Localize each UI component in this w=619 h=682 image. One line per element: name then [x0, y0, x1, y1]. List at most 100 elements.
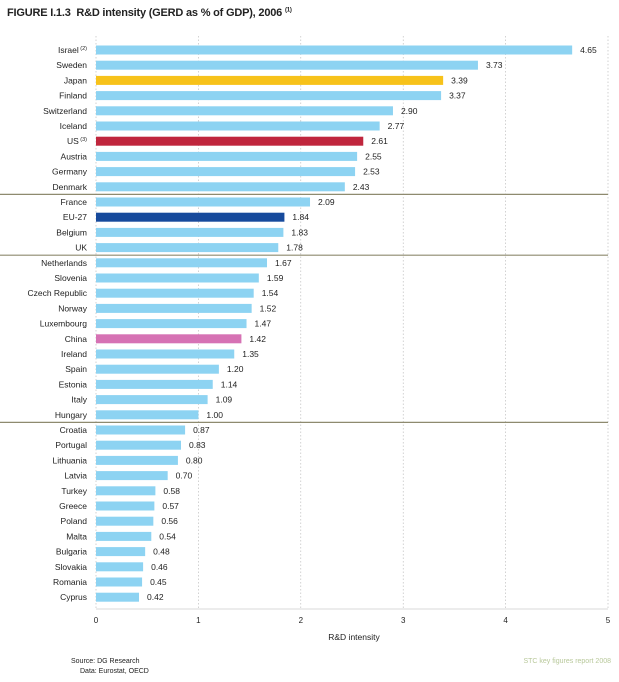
- x-tick-label-0: 0: [94, 616, 99, 625]
- bar-belgium: [96, 227, 284, 237]
- bar-croatia: [96, 425, 186, 435]
- value-label-ireland: 1.35: [242, 349, 259, 359]
- category-label-romania: Romania: [53, 577, 87, 587]
- bar-norway: [96, 303, 252, 313]
- bar-luxembourg: [96, 319, 247, 329]
- category-label-israel: Israel (2): [58, 45, 87, 55]
- value-label-netherlands: 1.67: [275, 258, 292, 268]
- footer: Source: DG Research Data: Eurostat, OECD…: [0, 656, 619, 682]
- category-label-eu-27: EU-27: [63, 212, 87, 222]
- bar-bulgaria: [96, 547, 146, 557]
- value-labels: 4.65 3.73 3.39 3.37 2.90 2.772.61 2.55 2.53 2.43…: [147, 45, 597, 602]
- category-label-france: France: [61, 197, 88, 207]
- value-label-norway: 1.52: [260, 303, 277, 313]
- bar-italy: [96, 395, 208, 405]
- data-note: Data: Eurostat, OECD: [80, 668, 149, 675]
- value-label-malta: 0.54: [159, 531, 176, 541]
- source-note: Source: DG Research: [71, 658, 140, 665]
- bar-cyprus: [96, 592, 140, 602]
- bar-greece: [96, 501, 155, 511]
- bar-denmark: [96, 182, 345, 192]
- category-label-belgium: Belgium: [56, 227, 87, 237]
- category-label-spain: Spain: [65, 364, 87, 374]
- bar-romania: [96, 577, 143, 587]
- category-label-austria: Austria: [61, 151, 88, 161]
- x-tick-label-4: 4: [503, 616, 508, 625]
- category-label-germany: Germany: [52, 167, 88, 177]
- bar-spain: [96, 364, 219, 374]
- category-label-luxembourg: Luxembourg: [40, 319, 88, 329]
- bar-slovakia: [96, 562, 144, 572]
- value-label-italy: 1.09: [216, 395, 233, 405]
- category-label-japan: Japan: [64, 75, 87, 85]
- bar-iceland: [96, 121, 380, 131]
- category-label-czech-republic: Czech Republic: [27, 288, 87, 298]
- bar-uk: [96, 243, 279, 253]
- value-label-spain: 1.20: [227, 364, 244, 374]
- category-label-estonia: Estonia: [59, 379, 88, 389]
- category-label-poland: Poland: [61, 516, 88, 526]
- category-label-netherlands: Netherlands: [41, 258, 87, 268]
- value-label-latvia: 0.70: [176, 471, 193, 481]
- value-label-poland: 0.56: [161, 516, 178, 526]
- value-label-germany: 2.53: [363, 167, 380, 177]
- bar-eu-27: [96, 212, 285, 222]
- figure-number: FIGURE I.1.3: [7, 7, 71, 19]
- value-label-belgium: 1.83: [291, 227, 308, 237]
- category-label-sweden: Sweden: [56, 60, 87, 70]
- value-label-iceland: 2.77: [388, 121, 405, 131]
- value-label-uk: 1.78: [286, 243, 303, 253]
- bar-austria: [96, 151, 358, 161]
- figure-title-note: (1): [284, 7, 292, 14]
- bar-estonia: [96, 379, 213, 389]
- category-label-cyprus: Cyprus: [60, 592, 87, 602]
- report-credit: STC key figures report 2008: [523, 658, 611, 665]
- bars: [96, 45, 573, 602]
- bar-switzerland: [96, 106, 393, 116]
- value-label-china: 1.42: [249, 334, 266, 344]
- bar-hungary: [96, 410, 199, 420]
- bar-latvia: [96, 471, 168, 481]
- bar-ireland: [96, 349, 235, 359]
- bar-portugal: [96, 440, 181, 450]
- bar-slovenia: [96, 273, 259, 283]
- category-label-uk: UK: [75, 243, 87, 253]
- value-label-slovenia: 1.59: [267, 273, 284, 283]
- category-label-us: US (3): [67, 136, 87, 146]
- value-label-eu-27: 1.84: [292, 212, 309, 222]
- category-label-hungary: Hungary: [55, 410, 88, 420]
- category-label-turkey: Turkey: [61, 486, 87, 496]
- x-tick-label-2: 2: [299, 616, 304, 625]
- category-label-denmark: Denmark: [53, 182, 88, 192]
- value-label-lithuania: 0.80: [186, 455, 203, 465]
- gridlines: [95, 36, 609, 609]
- bar-finland: [96, 91, 442, 101]
- value-label-cyprus: 0.42: [147, 592, 164, 602]
- x-axis-ticks: 0 1 2 3 4 5: [94, 608, 611, 625]
- value-label-slovakia: 0.46: [151, 562, 168, 572]
- value-label-france: 2.09: [318, 197, 335, 207]
- bar-china: [96, 334, 242, 344]
- bar-czech-republic: [96, 288, 254, 298]
- value-label-turkey: 0.58: [163, 486, 180, 496]
- category-label-slovakia: Slovakia: [55, 562, 87, 572]
- category-label-greece: Greece: [59, 501, 87, 511]
- x-tick-label-1: 1: [196, 616, 201, 625]
- bar-israel: [96, 45, 573, 55]
- value-label-luxembourg: 1.47: [255, 319, 272, 329]
- category-label-ireland: Ireland: [61, 349, 87, 359]
- category-label-lithuania: Lithuania: [52, 455, 87, 465]
- value-label-switzerland: 2.90: [401, 106, 418, 116]
- value-label-romania: 0.45: [150, 577, 167, 587]
- value-label-finland: 3.37: [449, 91, 466, 101]
- value-label-greece: 0.57: [162, 501, 179, 511]
- category-label-norway: Norway: [58, 303, 88, 313]
- value-label-portugal: 0.83: [189, 440, 206, 450]
- bar-netherlands: [96, 258, 268, 268]
- bar-france: [96, 197, 311, 207]
- bar-chart: Israel (2) Sweden Japan Finland Switzerland Ic…: [0, 36, 611, 642]
- x-tick-label-5: 5: [606, 616, 611, 625]
- value-label-croatia: 0.87: [193, 425, 210, 435]
- category-labels: Israel (2) Sweden Japan Finland Switzerland Ic…: [27, 45, 87, 602]
- category-label-switzerland: Switzerland: [43, 106, 87, 116]
